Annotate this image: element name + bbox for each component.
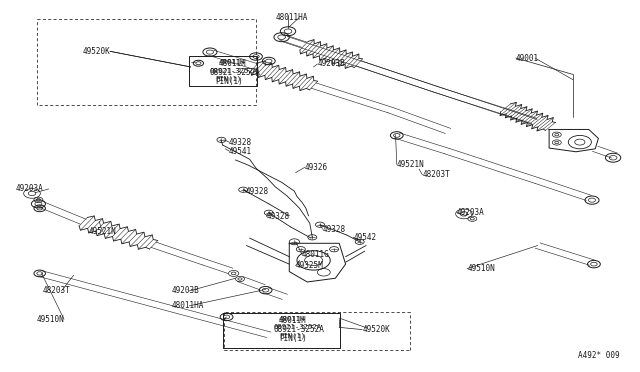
FancyBboxPatch shape [223,313,340,348]
Text: 48011H: 48011H [279,316,305,322]
Text: 49328: 49328 [323,225,346,234]
Text: 49520K: 49520K [362,325,390,334]
Text: 48011H: 48011H [219,60,245,65]
Text: 08921-3252A: 08921-3252A [210,68,260,77]
FancyBboxPatch shape [189,56,257,86]
Text: PIN(1): PIN(1) [215,76,241,82]
Text: 49325M: 49325M [296,261,323,270]
Text: 49541: 49541 [229,147,252,155]
Text: 49521N: 49521N [88,227,116,236]
Text: PIN(1): PIN(1) [216,77,243,86]
Text: 48011HA: 48011HA [172,301,204,310]
Text: 49203A: 49203A [15,185,43,193]
Text: 49510N: 49510N [37,315,65,324]
Text: 08921-3252A: 08921-3252A [274,324,322,330]
Text: 49520K: 49520K [83,47,110,56]
Text: 49326: 49326 [305,163,328,172]
Text: 49328: 49328 [246,187,269,196]
Text: PIN(1): PIN(1) [279,334,307,343]
Text: 49328: 49328 [266,212,289,221]
Text: 08921-3252A: 08921-3252A [210,68,258,74]
Text: A492* 009: A492* 009 [578,351,620,360]
Text: 48203T: 48203T [42,286,70,295]
Text: 48203T: 48203T [422,170,450,179]
Text: 49328: 49328 [229,138,252,147]
Text: 49203B: 49203B [172,286,199,295]
Text: 49203A: 49203A [457,208,484,217]
Text: 49510N: 49510N [467,264,495,273]
Text: 49542: 49542 [353,233,376,242]
Text: PIN(1): PIN(1) [279,332,305,339]
Text: 48011HA: 48011HA [275,13,308,22]
Text: 49203B: 49203B [317,60,345,68]
Text: 08921-3252A: 08921-3252A [274,325,324,334]
Text: 48011H: 48011H [219,60,246,68]
Text: 49001: 49001 [516,54,539,62]
Text: 49521N: 49521N [397,160,424,169]
Text: 48011H: 48011H [279,316,307,325]
Text: 48011G: 48011G [302,250,330,259]
